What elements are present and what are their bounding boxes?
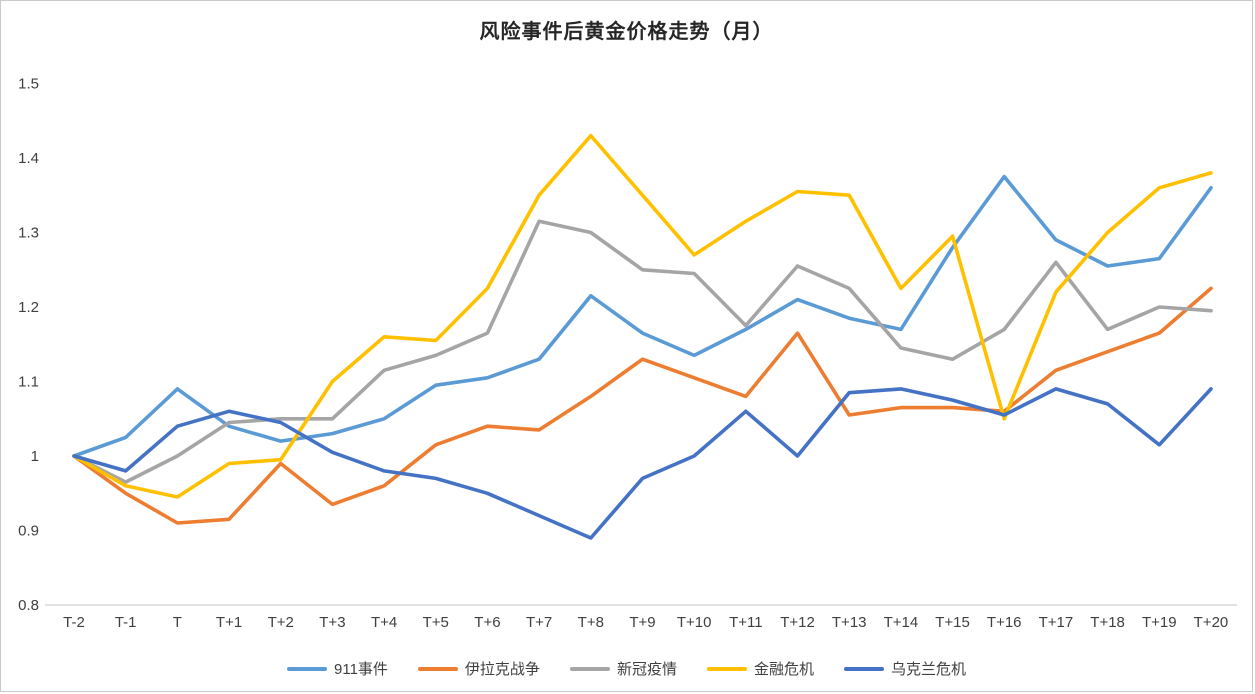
series-line-1 (72, 286, 1213, 525)
legend-item-4: 乌克兰危机 (843, 658, 966, 679)
x-tick-label: T+2 (268, 614, 294, 631)
x-tick-label: T+7 (526, 614, 552, 631)
legend-label: 911事件 (334, 661, 388, 678)
series-line-3 (72, 133, 1213, 499)
y-tick-label: 1.2 (18, 299, 39, 316)
legend-label: 伊拉克战争 (464, 661, 540, 678)
legend-item-2: 新冠疫情 (569, 658, 677, 679)
x-tick-label: T+10 (677, 614, 712, 631)
x-tick-label: T+6 (474, 614, 500, 631)
legend-swatch-icon (417, 666, 458, 671)
legend-item-0: 911事件 (287, 658, 388, 679)
legend-swatch-icon (569, 666, 610, 671)
x-tick-label: T+11 (729, 614, 763, 631)
chart-title: 风险事件后黄金价格走势（月） (479, 21, 774, 43)
x-tick-label: T+12 (780, 614, 815, 631)
legend-label: 乌克兰危机 (890, 661, 966, 678)
y-tick-label: 1.4 (18, 150, 39, 167)
chart-legend: 911事件 伊拉克战争 新冠疫情 金融危机 乌克兰危机 (1, 658, 1252, 679)
x-tick-label: T+1 (216, 614, 242, 631)
x-tick-label: T+9 (629, 614, 655, 631)
x-tick-label: T+8 (578, 614, 604, 631)
plot-area: 1.5 1.4 1.3 1.2 1.1 1 0.9 0.8 T-2 T-1 T T+1 T+2 T+3 T+… (18, 76, 1237, 631)
y-tick-label: 0.8 (18, 597, 39, 614)
x-tick-label: T+4 (371, 614, 397, 631)
y-tick-label: 1.1 (18, 374, 39, 391)
legend-swatch-icon (843, 666, 884, 671)
y-tick-label: 0.9 (18, 523, 39, 540)
series-line-0 (72, 174, 1213, 458)
x-tick-label: T+14 (884, 614, 919, 631)
x-tick-label: T+16 (987, 614, 1022, 631)
x-tick-label: T (173, 614, 182, 631)
x-tick-label: T+19 (1142, 614, 1177, 631)
legend-item-3: 金融危机 (706, 658, 814, 679)
series-line-4 (72, 387, 1213, 540)
x-tick-label: T+3 (319, 614, 345, 631)
legend-label: 金融危机 (753, 661, 814, 678)
x-tick-label: T-1 (115, 614, 137, 631)
legend-label: 新冠疫情 (616, 661, 677, 678)
x-tick-label: T+17 (1039, 614, 1074, 631)
x-tick-label: T+18 (1090, 614, 1125, 631)
series-line-2 (72, 219, 1213, 484)
y-tick-label: 1 (31, 448, 39, 465)
y-tick-label: 1.3 (18, 225, 39, 242)
legend-swatch-icon (706, 666, 747, 671)
x-tick-label: T+20 (1194, 614, 1229, 631)
y-tick-label: 1.5 (18, 76, 39, 93)
x-tick-label: T+13 (832, 614, 867, 631)
legend-swatch-icon (287, 666, 327, 671)
legend-item-1: 伊拉克战争 (417, 658, 540, 679)
x-tick-label: T+15 (935, 614, 970, 631)
x-tick-label: T-2 (63, 614, 85, 631)
x-tick-label: T+5 (423, 614, 449, 631)
